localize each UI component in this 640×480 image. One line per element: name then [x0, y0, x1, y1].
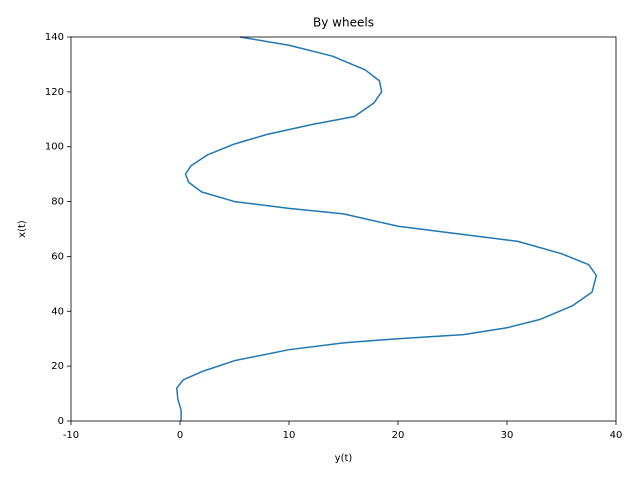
- y-tick-label: 100: [45, 142, 64, 153]
- x-axis-label: y(t): [335, 453, 353, 464]
- x-tick-label: 0: [177, 430, 183, 441]
- chart-title: By wheels: [313, 16, 374, 30]
- x-tick-label: 40: [610, 430, 623, 441]
- y-tick-label: 80: [51, 197, 64, 208]
- y-tick-label: 0: [58, 416, 64, 427]
- y-tick-label: 40: [51, 306, 64, 317]
- plot-frame: [70, 36, 617, 422]
- y-tick-label: 120: [45, 87, 64, 98]
- y-tick-label: 20: [51, 361, 64, 372]
- y-tick-label: 140: [45, 32, 64, 43]
- y-tick-label: 60: [51, 251, 64, 262]
- y-axis-label: x(t): [17, 220, 28, 238]
- x-tick-label: 20: [392, 430, 405, 441]
- data-line: [175, 36, 598, 421]
- x-tick-label: 10: [283, 430, 296, 441]
- x-tick-label: 30: [501, 430, 514, 441]
- x-tick-label: -10: [63, 430, 79, 441]
